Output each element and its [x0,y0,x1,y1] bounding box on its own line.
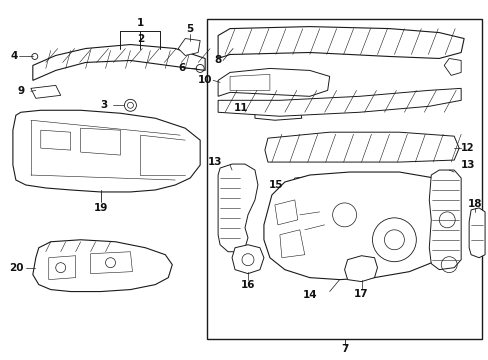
Bar [207,19,481,339]
Polygon shape [13,110,200,192]
Polygon shape [33,45,205,80]
Text: 18: 18 [467,199,481,209]
Polygon shape [289,176,324,196]
Text: 1: 1 [137,18,144,28]
Polygon shape [254,105,301,120]
Polygon shape [274,200,297,225]
Polygon shape [33,240,172,292]
Text: 4: 4 [10,51,18,62]
Text: 17: 17 [353,289,368,298]
Text: 7: 7 [340,345,347,354]
Text: 10: 10 [197,75,212,85]
Text: 13: 13 [460,160,475,170]
Text: 19: 19 [93,203,107,213]
Text: 9: 9 [17,86,24,96]
Polygon shape [229,75,269,90]
Polygon shape [264,172,458,280]
Text: 2: 2 [137,33,144,44]
Text: 3: 3 [100,100,107,110]
Polygon shape [232,245,264,274]
Polygon shape [218,27,463,58]
Polygon shape [264,132,458,162]
Polygon shape [279,230,304,258]
Text: 11: 11 [233,103,247,113]
Text: 16: 16 [240,280,255,289]
Polygon shape [81,128,120,155]
Polygon shape [41,130,71,150]
Polygon shape [428,170,460,270]
Text: 13: 13 [207,157,222,167]
Polygon shape [178,39,200,55]
Text: 8: 8 [214,55,222,66]
Text: 15: 15 [268,180,282,190]
Polygon shape [31,85,61,98]
Text: 20: 20 [9,263,23,273]
Polygon shape [218,68,329,96]
Text: 12: 12 [460,143,474,153]
Polygon shape [49,256,76,280]
Polygon shape [344,256,377,282]
Polygon shape [468,208,484,258]
Polygon shape [218,88,460,116]
Polygon shape [90,252,132,274]
Polygon shape [218,164,258,252]
Polygon shape [443,58,460,75]
Text: 14: 14 [302,289,316,300]
Text: 6: 6 [178,63,185,73]
Text: 5: 5 [186,24,193,33]
